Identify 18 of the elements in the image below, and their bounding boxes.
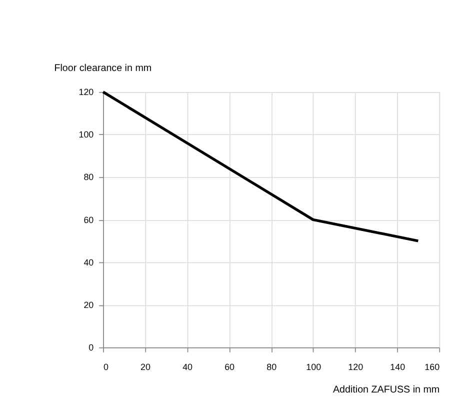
y-tick-label: 20 bbox=[84, 300, 94, 310]
y-tick-label: 80 bbox=[84, 172, 94, 182]
y-tick-label: 60 bbox=[84, 214, 94, 225]
x-tick-label: 120 bbox=[348, 362, 364, 372]
y-tick-label: 0 bbox=[88, 342, 94, 353]
x-tick-label: 0 bbox=[104, 362, 109, 372]
x-tick-label: 100 bbox=[306, 362, 322, 372]
y-tick-label: 40 bbox=[84, 257, 94, 268]
x-tick-label: 20 bbox=[140, 362, 151, 372]
y-tick-label: 120 bbox=[78, 87, 94, 98]
x-tick-label: 80 bbox=[266, 362, 277, 372]
x-tick-label: 160 bbox=[424, 362, 440, 372]
y-tick-label: 100 bbox=[78, 130, 94, 140]
x-tick-label: 140 bbox=[390, 362, 406, 372]
y-axis-title: Floor clearance in mm bbox=[54, 62, 152, 74]
x-tick-label: 40 bbox=[182, 362, 193, 372]
x-tick-label: 60 bbox=[224, 362, 235, 372]
x-axis-title: Addition ZAFUSS in mm bbox=[332, 384, 440, 396]
